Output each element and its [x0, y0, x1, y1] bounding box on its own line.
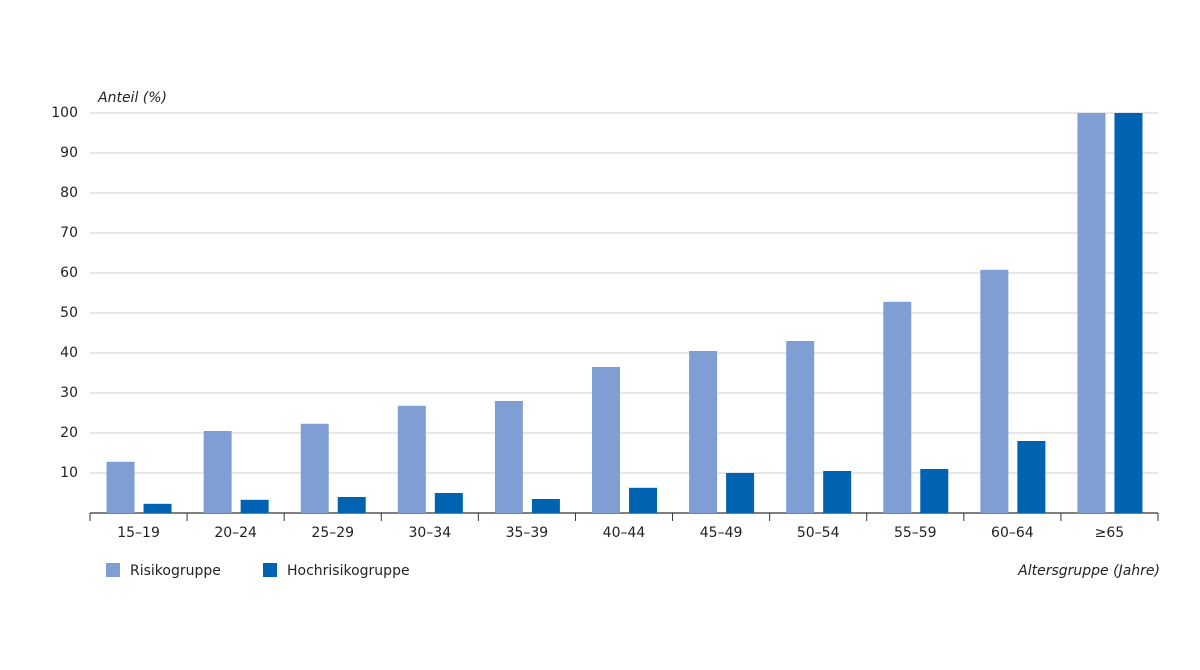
bar	[337, 497, 366, 513]
y-tick-label: 100	[51, 105, 78, 121]
x-tick-label: 55–59	[894, 525, 937, 541]
bar	[143, 503, 172, 513]
bar	[434, 493, 463, 513]
x-tick-label: 15–19	[117, 525, 160, 541]
y-tick-label: 20	[60, 425, 78, 441]
y-tick-label: 80	[60, 185, 78, 201]
bar	[823, 471, 852, 513]
bar	[883, 301, 912, 513]
bar	[1114, 113, 1143, 513]
bar	[689, 351, 718, 513]
bar	[726, 473, 755, 513]
y-tick-label: 40	[60, 345, 78, 361]
bar	[1077, 113, 1106, 513]
legend-label: Risikogruppe	[130, 563, 221, 579]
y-tick-label: 50	[60, 305, 78, 321]
legend-swatch	[106, 563, 120, 577]
bar	[106, 461, 135, 513]
bar	[1017, 441, 1046, 513]
x-tick-label: 40–44	[603, 525, 646, 541]
x-tick-label: 50–54	[797, 525, 840, 541]
x-tick-label: 45–49	[700, 525, 743, 541]
bar	[203, 431, 232, 513]
bar	[300, 423, 329, 513]
bar	[397, 405, 426, 513]
x-tick-label: 30–34	[408, 525, 451, 541]
bar	[786, 341, 815, 513]
bar	[240, 499, 269, 513]
bar	[920, 469, 949, 513]
legend-swatch	[263, 563, 277, 577]
bar	[494, 401, 523, 513]
y-tick-label: 70	[60, 225, 78, 241]
y-tick-label: 90	[60, 145, 78, 161]
bar	[531, 499, 560, 513]
bar	[592, 367, 620, 513]
x-tick-label: 25–29	[311, 525, 354, 541]
y-tick-label: 30	[60, 385, 78, 401]
y-axis-label: Anteil (%)	[97, 90, 167, 106]
y-tick-label: 10	[60, 465, 78, 481]
x-tick-label: 60–64	[991, 525, 1034, 541]
bar	[980, 269, 1009, 513]
x-tick-label: 20–24	[214, 525, 257, 541]
legend-label: Hochrisikogruppe	[287, 563, 410, 579]
y-tick-label: 60	[60, 265, 78, 281]
bar	[629, 487, 657, 513]
x-axis-label: Altersgruppe (Jahre)	[1017, 563, 1160, 579]
x-tick-label: ≥65	[1095, 525, 1125, 541]
x-tick-label: 35–39	[506, 525, 549, 541]
